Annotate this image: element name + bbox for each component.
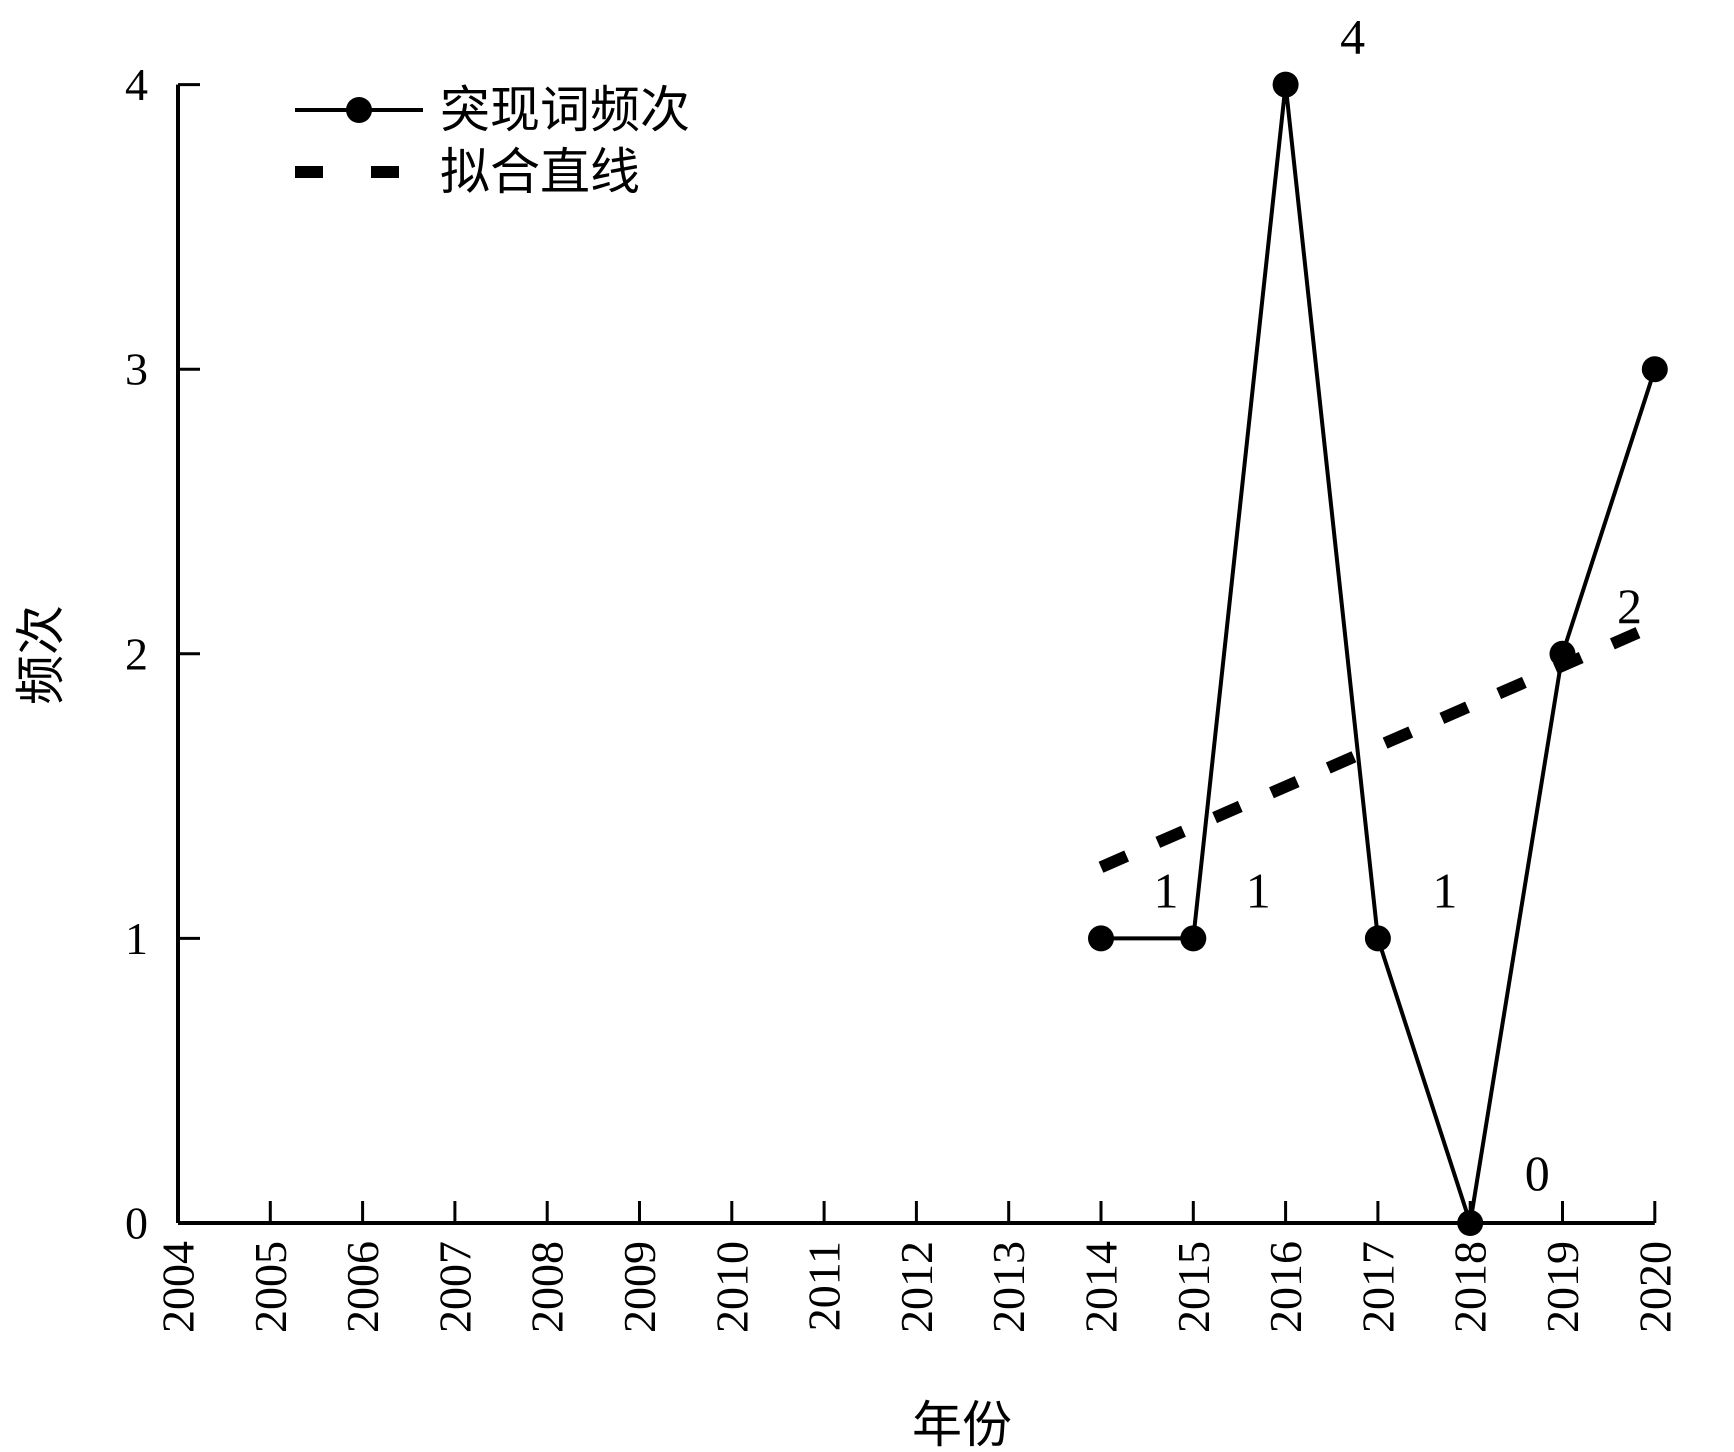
series-layer <box>1088 71 1668 1236</box>
x-tick-label: 2004 <box>153 1241 204 1333</box>
x-tick-label: 2013 <box>983 1241 1034 1333</box>
y-axis-ticks: 0 1 2 3 4 <box>125 59 200 1249</box>
data-label: 1 <box>1154 862 1179 918</box>
y-tick-label: 2 <box>125 628 148 679</box>
x-tick-label: 2011 <box>799 1241 850 1331</box>
x-tick-label: 2019 <box>1537 1241 1588 1333</box>
data-label: 4 <box>1340 9 1365 65</box>
legend-label-fitted-line: 拟合直线 <box>440 144 640 200</box>
y-tick-label: 0 <box>125 1198 148 1249</box>
x-tick-label: 2020 <box>1629 1241 1680 1333</box>
x-tick-label: 2017 <box>1352 1241 1403 1333</box>
x-tick-label: 2008 <box>522 1241 573 1333</box>
axes <box>176 84 1655 1225</box>
x-tick-label: 2014 <box>1076 1241 1127 1333</box>
data-point-marker <box>1364 925 1391 952</box>
x-tick-label: 2018 <box>1445 1241 1496 1333</box>
data-label: 2 <box>1617 578 1642 634</box>
x-tick-label: 2007 <box>429 1241 480 1333</box>
x-axis-label: 年份 <box>912 1397 1012 1452</box>
y-tick-label: 1 <box>125 913 148 964</box>
y-tick-label: 3 <box>125 344 148 395</box>
data-point-marker <box>1088 925 1114 952</box>
data-label: 1 <box>1432 862 1457 918</box>
x-tick-label: 2009 <box>614 1241 665 1333</box>
legend-marker-swatch <box>346 97 372 123</box>
x-axis-ticks: 2004 2005 2006 2007 2008 2009 2010 2011 2012 2013… <box>153 1201 1680 1333</box>
data-point-marker <box>1641 356 1668 383</box>
x-tick-label: 2016 <box>1260 1241 1311 1333</box>
data-labels: 1141023 <box>1154 9 1643 1201</box>
y-tick-label: 4 <box>125 59 148 110</box>
y-axis-label: 频次 <box>13 605 69 705</box>
x-tick-label: 2010 <box>706 1241 757 1333</box>
data-point-marker <box>1549 640 1576 667</box>
data-label: 0 <box>1525 1145 1550 1201</box>
x-tick-label: 2006 <box>337 1241 388 1333</box>
data-label: 1 <box>1246 862 1271 918</box>
x-tick-label: 2015 <box>1168 1241 1219 1333</box>
data-point-marker <box>1180 925 1207 952</box>
x-tick-label: 2012 <box>891 1241 942 1333</box>
data-point-marker <box>1457 1210 1484 1236</box>
x-tick-label: 2005 <box>245 1241 296 1333</box>
data-point-marker <box>1272 71 1299 98</box>
legend-label-burst-frequency: 突现词频次 <box>440 82 690 138</box>
